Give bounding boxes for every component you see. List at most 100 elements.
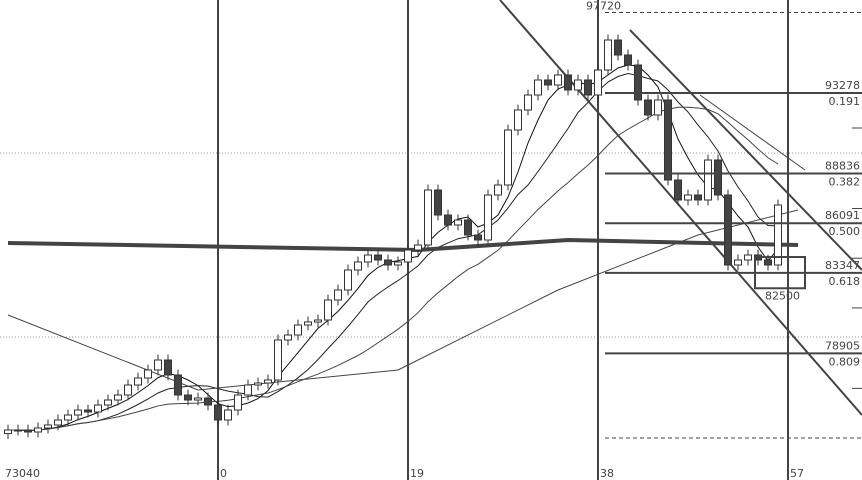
candle-down [764,259,772,266]
candle-down [644,99,652,116]
candles-layer [4,34,782,440]
candle-down [434,189,442,216]
fib-ratio-label: 0.382 [829,175,861,188]
candle-up [334,289,342,301]
candle-down [174,374,182,396]
candle-up [194,397,202,401]
trend-line [629,29,862,271]
candle-down [464,219,472,236]
candle-down [674,179,682,201]
fib-ratio-label: 0.500 [829,225,861,238]
candle-down [624,54,632,66]
candle-down [204,397,212,406]
candle-up [364,254,372,263]
candle-up [734,259,742,266]
fib-low-label: 82500 [765,289,800,302]
candle-down [694,194,702,201]
candle-up [124,384,132,396]
candle-down [184,394,192,401]
candle-up [654,99,662,116]
x-tick-label: 38 [600,467,614,480]
candle-down [214,404,222,421]
candle-up [504,129,512,186]
slow-ma-line [7,209,799,391]
sma-10-line [8,72,779,432]
x-tick-label: 57 [790,467,804,480]
trend-line [499,0,862,416]
candle-up [524,94,532,111]
candle-up [74,409,82,416]
candle-up [454,219,462,226]
candle-up [394,261,402,266]
candle-down [444,214,452,226]
candle-up [4,429,12,435]
candle-up [54,419,62,426]
candle-down [24,429,32,433]
candle-up [314,319,322,323]
candle-up [484,194,492,241]
candle-up [324,299,332,321]
candle-up [234,394,242,411]
candle-down [634,64,642,101]
fib-price-label: 93278 [825,79,860,92]
x-axis: 73040 0 19 38 57 [5,467,804,480]
candle-up [154,359,162,371]
fib-ratio-label: 0.809 [829,355,861,368]
candle-down [664,99,672,181]
candle-up [104,399,112,406]
candle-up [404,249,412,263]
candle-up [144,369,152,379]
candle-up [254,382,262,386]
candle-down [724,194,732,266]
candle-up [494,184,502,196]
candle-up [604,39,612,71]
candle-up [704,159,712,201]
candle-down [474,234,482,241]
candle-down [544,79,552,86]
sma-20-line [8,106,779,432]
candle-up [774,204,782,266]
fib-price-label: 83347 [825,259,860,272]
candle-down [714,159,722,196]
candle-up [554,74,562,86]
candle-up [224,409,232,421]
candle-down [564,74,572,91]
candle-up [94,404,102,413]
x-tick-label: 19 [410,467,424,480]
candle-up [344,269,352,291]
candle-up [14,429,22,432]
fib-ratio-label: 0.191 [829,95,861,108]
candle-up [594,69,602,96]
long-ma-line [7,238,799,252]
candle-up [244,384,252,396]
candle-up [34,427,42,433]
candle-up [44,424,52,429]
fib-price-label: 78905 [825,339,860,352]
fib-low-box [754,256,806,290]
candle-down [84,409,92,413]
fib-ratio-label: 0.618 [829,275,861,288]
sma-5-line [8,64,779,432]
candle-down [614,39,622,56]
candle-up [64,414,72,421]
candle-down [584,79,592,96]
fib-price-label: 86091 [825,209,860,222]
candle-up [304,321,312,326]
candle-up [414,244,422,251]
fibonacci-layer: 97720 93278 0.191 88836 0.382 86091 0.500 83347… [586,0,862,439]
candle-up [354,261,362,271]
candle-up [684,194,692,201]
x-tick-label: 0 [220,467,227,480]
candle-up [424,189,432,246]
candle-up [274,339,282,381]
fib-price-label: 88836 [825,159,860,172]
candle-up [574,79,582,91]
candle-up [534,79,542,96]
candle-up [514,109,522,131]
candle-down [384,259,392,266]
candle-down [164,359,172,376]
candle-up [744,254,752,261]
candle-down [374,254,382,261]
candle-up [134,377,142,386]
